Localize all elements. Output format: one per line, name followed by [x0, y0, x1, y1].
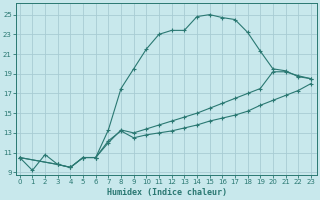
- X-axis label: Humidex (Indice chaleur): Humidex (Indice chaleur): [107, 188, 227, 197]
